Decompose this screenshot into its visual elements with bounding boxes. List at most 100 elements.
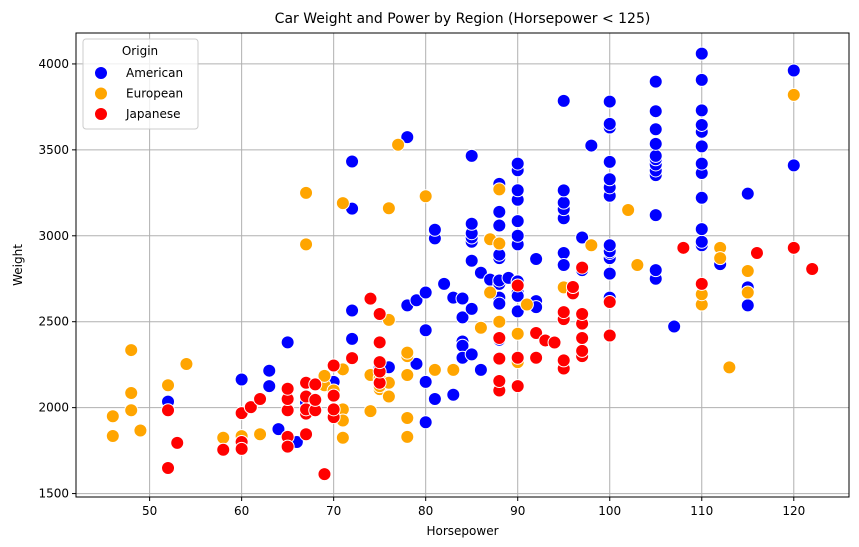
ticks: 50 60 70 80 90 100 110 120 1500 2000 2500 3000 3500 4… (38, 57, 805, 518)
data-point (630, 258, 645, 272)
legend-label: American (126, 66, 183, 80)
data-point (133, 423, 148, 438)
data-point (409, 293, 424, 308)
chart-title: Car Weight and Power by Region (Horsepow… (275, 11, 651, 27)
data-point (667, 319, 682, 334)
legend-marker (94, 86, 108, 101)
data-point (510, 379, 525, 394)
data-point (381, 201, 396, 216)
data-point (648, 122, 663, 137)
data-point (602, 328, 617, 343)
legend-label: European (126, 87, 183, 101)
x-tick-label: 50 (142, 504, 157, 518)
data-point (105, 409, 120, 424)
data-point (381, 389, 396, 404)
data-point (694, 276, 709, 291)
y-tick-label: 3500 (38, 143, 69, 157)
plot-frame (75, 32, 850, 498)
data-point (529, 326, 544, 341)
data-point (694, 234, 709, 249)
data-point (510, 350, 525, 365)
data-point (648, 136, 663, 151)
data-point (492, 374, 507, 388)
data-point (308, 377, 323, 392)
data-point (363, 404, 378, 419)
legend-box (82, 38, 199, 130)
data-point (722, 360, 737, 375)
data-point (243, 400, 258, 415)
x-tick-label: 120 (782, 504, 805, 518)
data-point (317, 368, 332, 383)
data-point (575, 343, 590, 358)
data-point (694, 117, 709, 132)
data-point (161, 403, 176, 418)
data-point (556, 93, 571, 108)
data-point (418, 415, 433, 430)
data-point (740, 186, 755, 201)
data-point (556, 353, 571, 368)
data-point (602, 172, 617, 187)
data-point (602, 266, 617, 281)
data-point (124, 386, 139, 401)
data-point (510, 278, 525, 293)
data-point (492, 296, 507, 311)
data-point (602, 294, 617, 309)
data-point (308, 392, 323, 407)
data-point (694, 156, 709, 171)
data-point (345, 303, 360, 318)
data-point (271, 422, 286, 437)
data-point (740, 264, 755, 279)
data-point (372, 355, 387, 370)
data-point (317, 467, 332, 482)
data-point (400, 410, 415, 425)
data-point (464, 148, 479, 163)
data-point (805, 261, 820, 276)
data-point (575, 230, 590, 245)
data-point (124, 403, 139, 418)
data-point (483, 285, 498, 300)
data-point (418, 189, 433, 204)
data-point (648, 263, 663, 278)
data-point (427, 362, 442, 377)
data-point (105, 428, 120, 443)
y-axis-label: Weight (11, 244, 25, 286)
data-point (648, 74, 663, 89)
data-point (694, 46, 709, 61)
data-point (602, 94, 617, 109)
data-point (492, 314, 507, 329)
data-point (602, 238, 617, 253)
data-point (446, 362, 461, 377)
data-point (492, 218, 507, 233)
legend-marker (94, 66, 108, 80)
data-point (786, 63, 801, 78)
data-point (740, 285, 755, 300)
data-point (372, 306, 387, 321)
data-point (510, 228, 525, 243)
data-point (547, 335, 562, 350)
data-point (575, 260, 590, 275)
data-point (345, 351, 360, 366)
data-point (280, 381, 295, 396)
data-point (400, 429, 415, 444)
legend-title: Origin (122, 44, 158, 58)
x-tick-label: 70 (326, 504, 341, 518)
data-point (464, 347, 479, 362)
data-point (492, 236, 507, 251)
data-point (694, 190, 709, 205)
data-point (565, 279, 580, 294)
data-point (363, 291, 378, 306)
data-point (676, 240, 691, 255)
x-tick-label: 110 (690, 504, 713, 518)
x-axis-label: Horsepower (426, 524, 498, 538)
series-american (161, 46, 801, 450)
data-point (556, 195, 571, 210)
data-point (575, 306, 590, 321)
x-tick-label: 100 (598, 504, 621, 518)
data-points (105, 46, 820, 482)
data-point (161, 378, 176, 393)
data-point (299, 185, 314, 200)
data-point (400, 130, 415, 145)
data-point (740, 298, 755, 313)
data-point (216, 442, 231, 457)
